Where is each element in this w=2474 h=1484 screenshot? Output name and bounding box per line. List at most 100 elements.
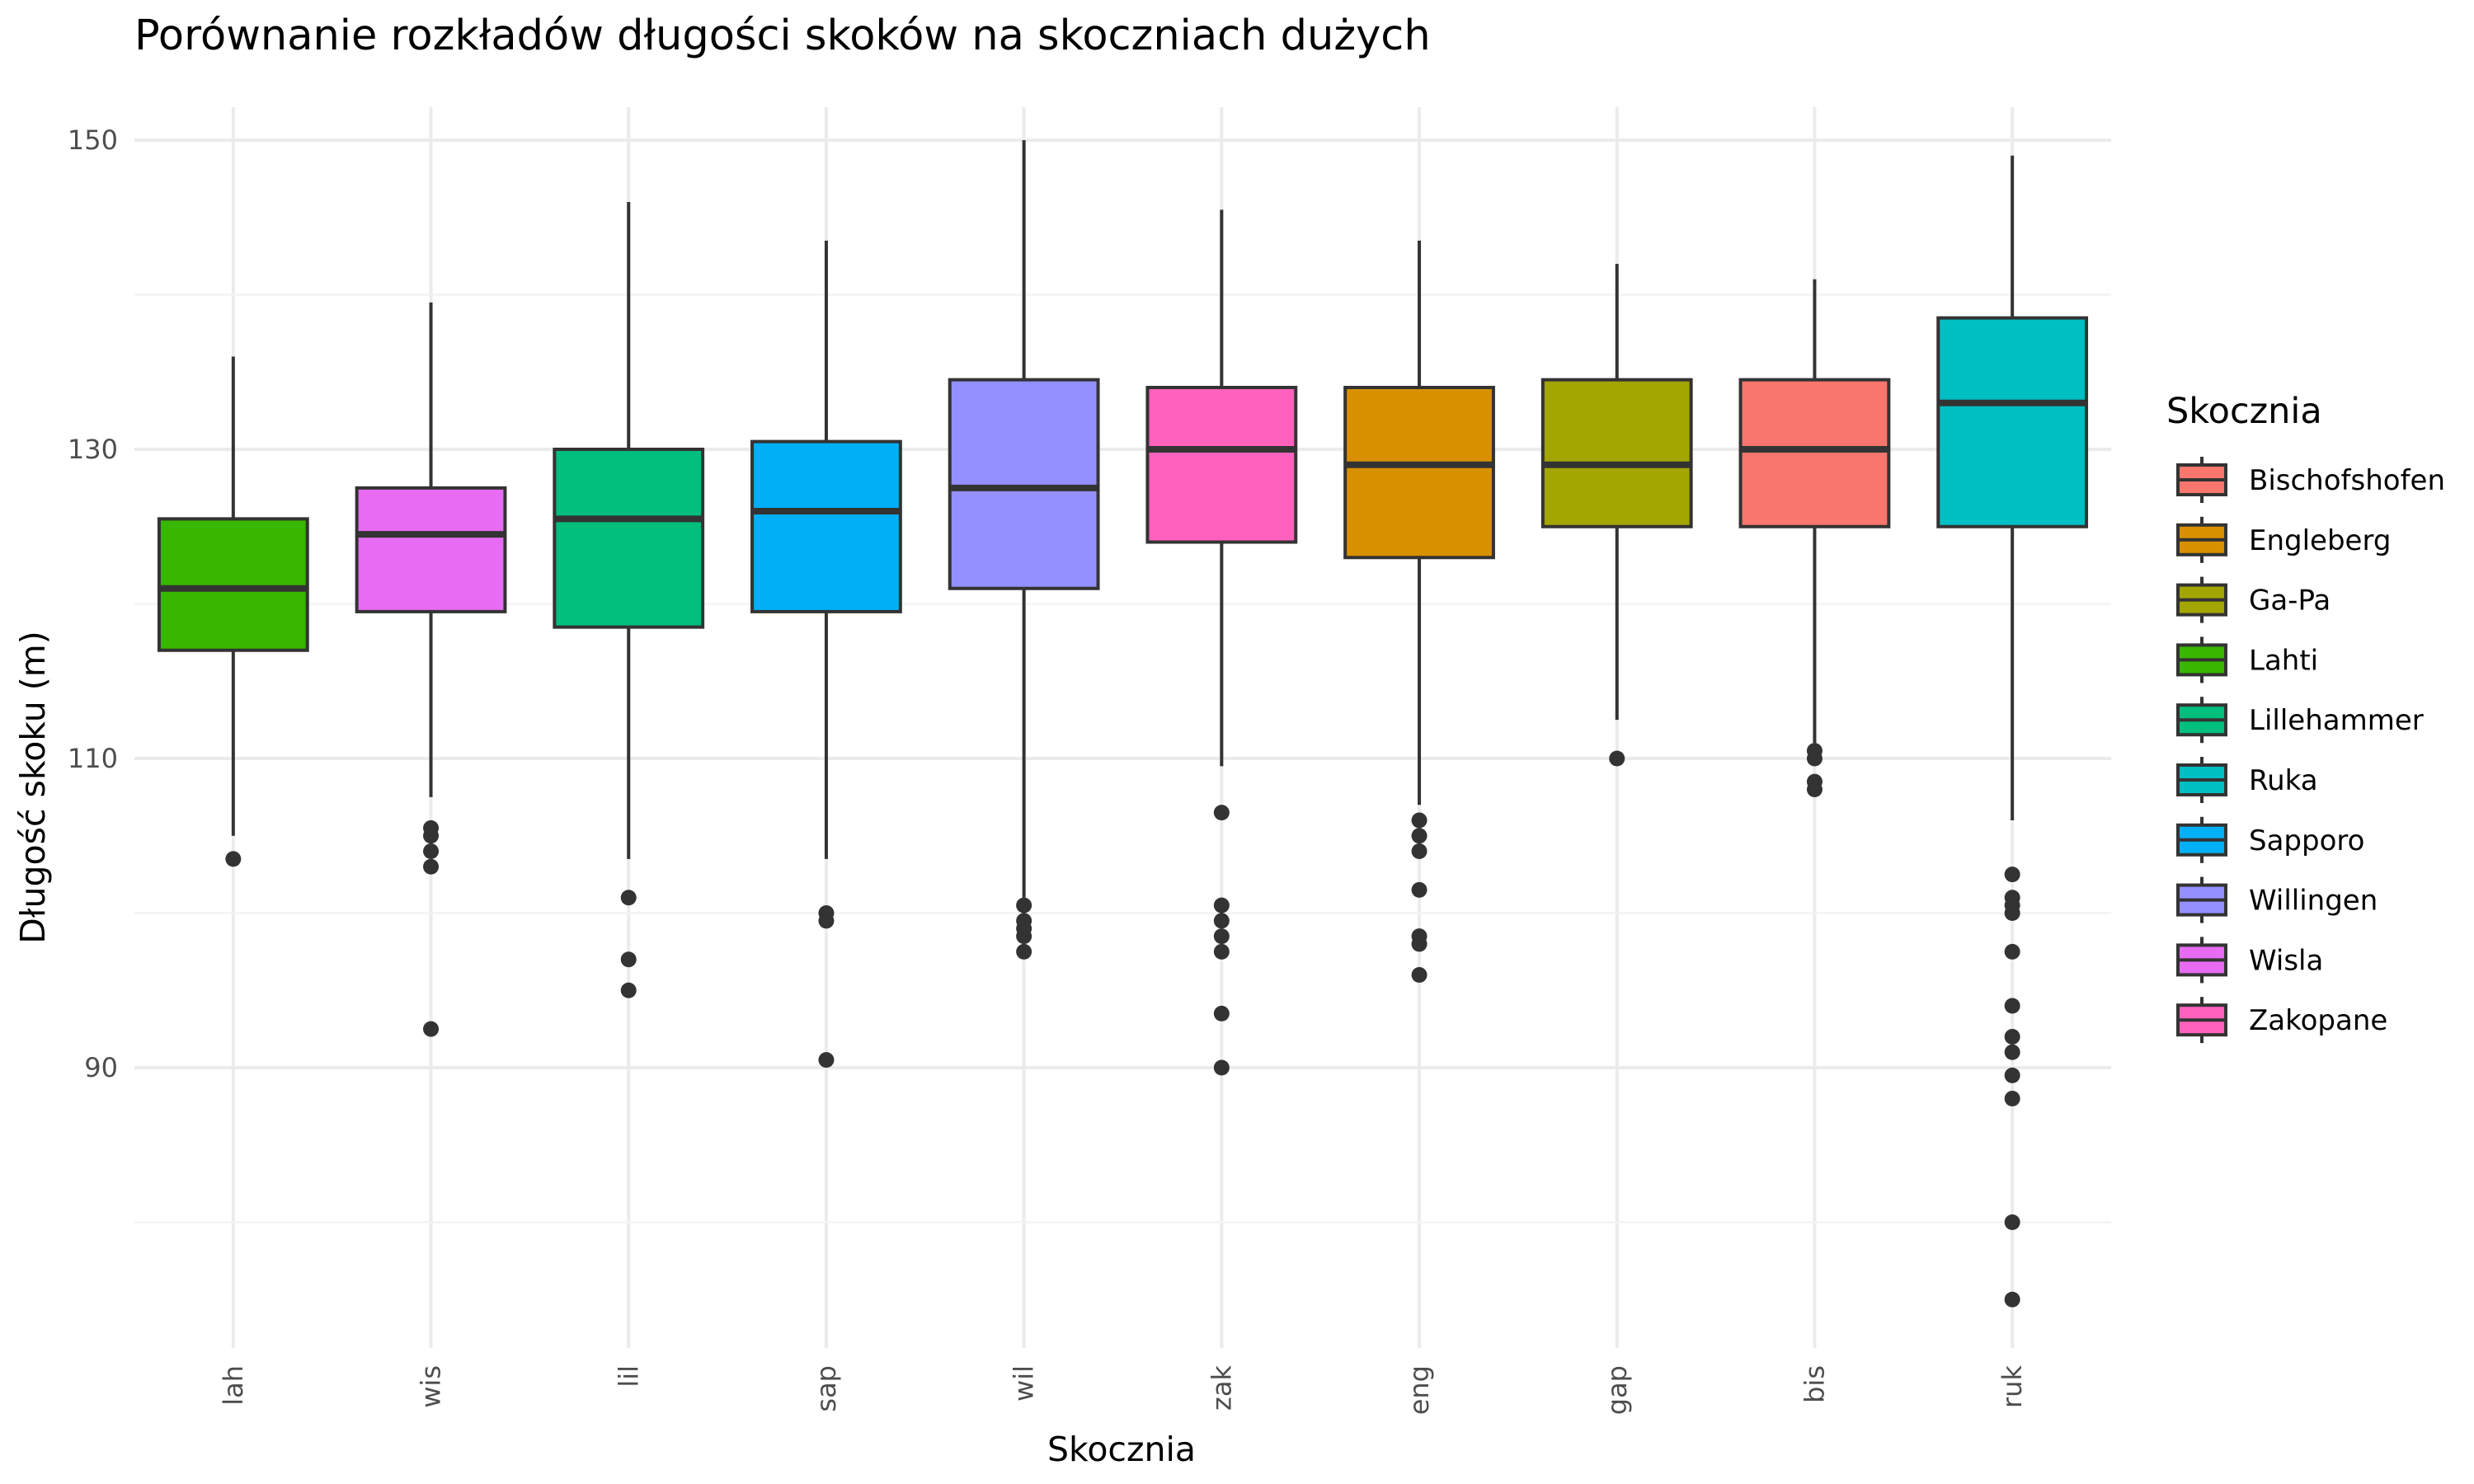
y-tick-label: 150	[68, 124, 118, 156]
outlier-point	[1213, 805, 1230, 821]
x-tick-label: eng	[1404, 1365, 1435, 1415]
outlier-point	[1213, 1005, 1230, 1021]
x-tick-label: lah	[218, 1365, 249, 1406]
box-wis	[355, 302, 507, 1037]
legend: Skocznia Bischofshofen Engleberg Ga-Pa Laht…	[2166, 391, 2445, 1044]
legend-item: Zakopane	[2176, 997, 2387, 1044]
outlier-point	[2004, 998, 2020, 1014]
outlier-point	[2004, 866, 2020, 883]
outlier-point	[1411, 967, 1427, 983]
outlier-point	[423, 1021, 440, 1037]
box-body	[750, 439, 902, 613]
boxplot-series	[157, 140, 2089, 1308]
x-tick-label: gap	[1602, 1365, 1633, 1415]
legend-item: Wisla	[2176, 937, 2323, 984]
box-body	[553, 448, 705, 629]
box-ruk	[1936, 155, 2089, 1308]
outlier-point	[620, 951, 637, 968]
legend-label: Willingen	[2249, 885, 2378, 918]
legend-label: Bischofshofen	[2249, 464, 2445, 497]
x-tick-label: zak	[1206, 1365, 1237, 1411]
x-tick-label: sap	[811, 1365, 842, 1412]
box-wil	[948, 140, 1100, 960]
x-axis-title: Skocznia	[1047, 1430, 1196, 1469]
box-body	[355, 486, 507, 613]
legend-item: Lahti	[2176, 636, 2318, 683]
box-body	[1145, 386, 1298, 544]
outlier-point	[1213, 913, 1230, 929]
outlier-point	[1016, 943, 1032, 960]
x-tick-label: lil	[613, 1365, 644, 1388]
legend-label: Lillehammer	[2249, 704, 2424, 737]
outlier-point	[2004, 1091, 2020, 1106]
box-sap	[750, 240, 902, 1068]
box-eng	[1343, 240, 1495, 983]
box-body	[1343, 386, 1495, 560]
legend-item: Sapporo	[2176, 816, 2364, 863]
outlier-point	[2004, 1214, 2020, 1230]
outlier-point	[620, 890, 637, 906]
outlier-point	[2004, 1291, 2020, 1308]
chart-title: Porównanie rozkładów długości skoków na …	[134, 12, 1431, 60]
box-lil	[553, 202, 705, 998]
x-tick-label: bis	[1799, 1365, 1830, 1403]
x-tick-label: wil	[1009, 1365, 1040, 1402]
outlier-point	[423, 828, 440, 844]
outlier-point	[1411, 936, 1427, 952]
box-body	[948, 378, 1100, 590]
outlier-point	[2004, 1067, 2020, 1083]
outlier-point	[1411, 828, 1427, 844]
outlier-point	[423, 843, 440, 859]
outlier-point	[1806, 750, 1823, 767]
box-body	[1936, 316, 2089, 528]
box-body	[1540, 378, 1693, 528]
legend-label: Wisla	[2249, 944, 2323, 977]
legend-item: Ruka	[2176, 757, 2318, 803]
outlier-point	[225, 851, 242, 867]
legend-label: Zakopane	[2249, 1004, 2387, 1037]
legend-label: Lahti	[2249, 644, 2318, 677]
box-body	[1738, 378, 1891, 528]
outlier-point	[1016, 897, 1032, 913]
legend-item: Ga-Pa	[2176, 576, 2331, 623]
outlier-point	[2004, 905, 2020, 921]
box-zak	[1145, 209, 1298, 1076]
outlier-point	[1016, 928, 1032, 945]
outlier-point	[620, 982, 637, 998]
box-lah	[157, 356, 309, 867]
y-axis-ticks: 90 110 130 150	[68, 124, 118, 1083]
outlier-point	[2004, 1044, 2020, 1060]
outlier-point	[1213, 897, 1230, 913]
box-gap	[1540, 264, 1693, 767]
legend-item: Willingen	[2176, 876, 2378, 923]
outlier-point	[818, 1052, 835, 1068]
legend-label: Ga-Pa	[2249, 585, 2331, 618]
outlier-point	[818, 913, 835, 929]
outlier-point	[423, 858, 440, 875]
outlier-point	[1213, 928, 1230, 945]
outlier-point	[1213, 1059, 1230, 1076]
y-tick-label: 130	[68, 434, 118, 465]
outlier-point	[1411, 843, 1427, 859]
outlier-point	[1213, 943, 1230, 960]
x-axis-ticks: lah wis lil sap wil zak eng gap bis ruk	[218, 1365, 2028, 1416]
outlier-point	[2004, 943, 2020, 960]
outlier-point	[2004, 1029, 2020, 1045]
legend-label: Ruka	[2249, 764, 2318, 797]
outlier-point	[1411, 812, 1427, 829]
box-body	[157, 517, 309, 652]
x-tick-label: ruk	[1997, 1365, 2028, 1408]
outlier-point	[1411, 881, 1427, 898]
y-tick-label: 110	[68, 743, 118, 774]
legend-title: Skocznia	[2166, 391, 2322, 432]
outlier-point	[1806, 782, 1823, 797]
y-tick-label: 90	[84, 1052, 118, 1083]
legend-label: Sapporo	[2249, 824, 2364, 857]
legend-item: Engleberg	[2176, 516, 2391, 563]
legend-item: Lillehammer	[2176, 697, 2424, 744]
legend-item: Bischofshofen	[2176, 457, 2445, 503]
outlier-point	[1609, 750, 1625, 767]
y-axis-title: Długość skoku (m)	[13, 631, 53, 943]
x-tick-label: wis	[416, 1365, 447, 1408]
